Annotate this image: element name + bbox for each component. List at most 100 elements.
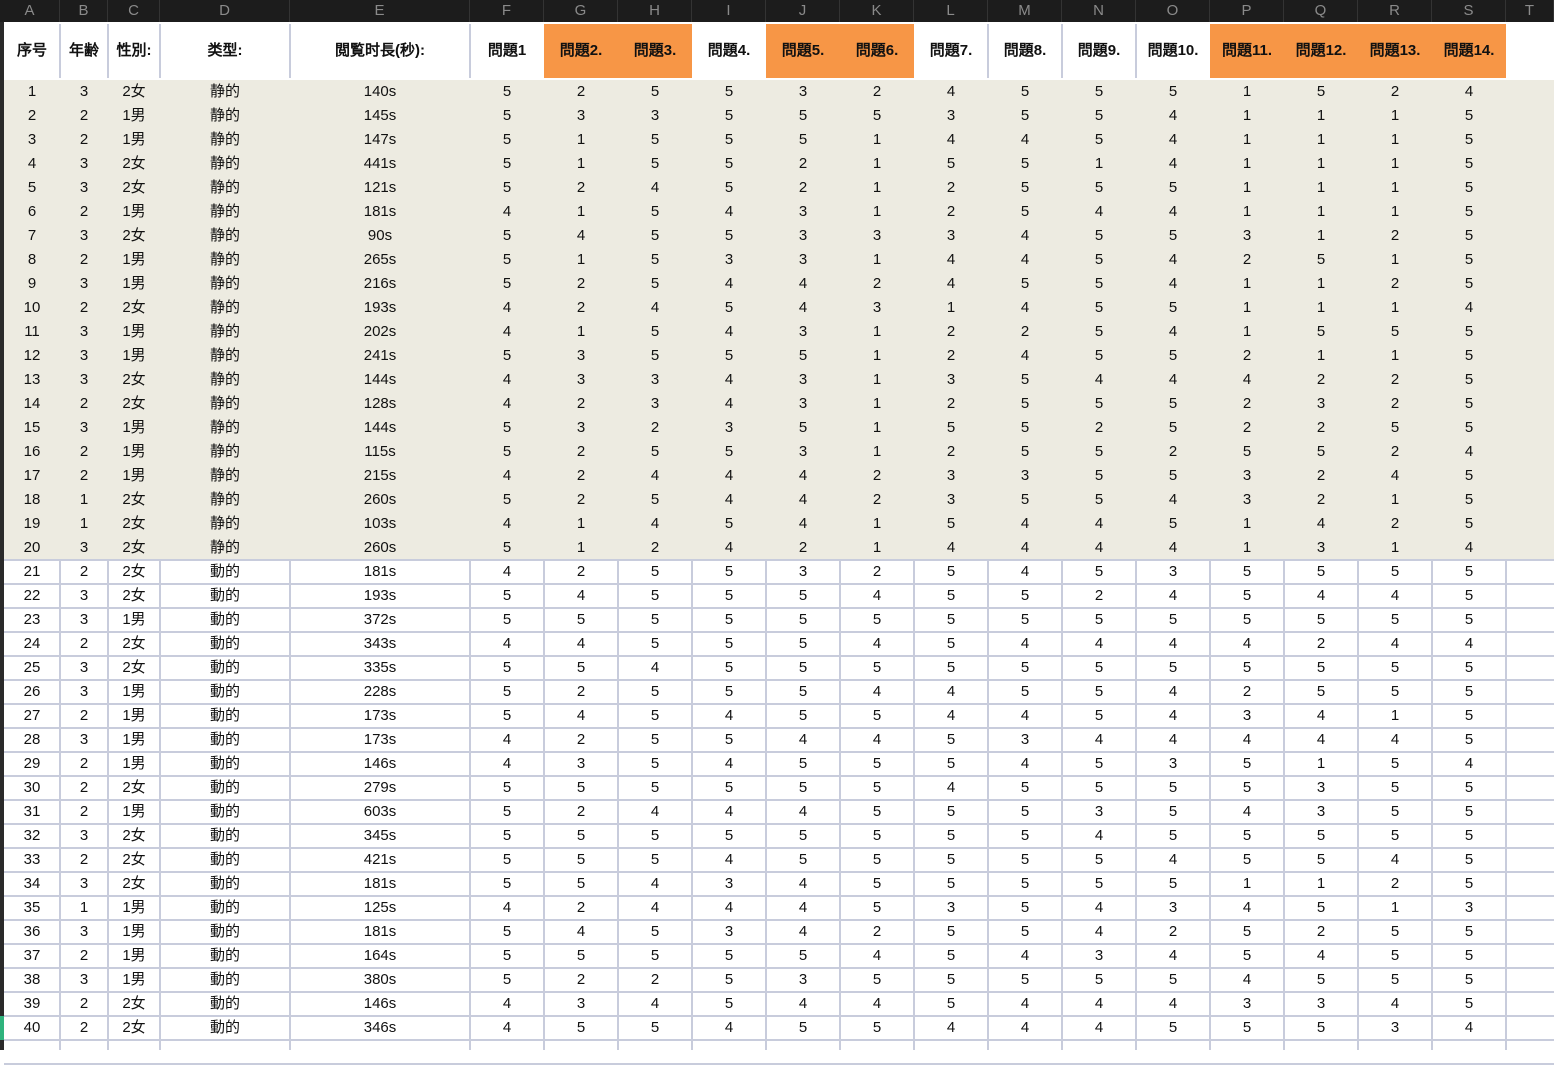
header-cell[interactable]: 性別:	[116, 42, 152, 59]
table-cell[interactable]: 5	[1094, 179, 1104, 196]
table-cell[interactable]: 4	[1390, 587, 1400, 604]
table-cell[interactable]: 5	[650, 635, 660, 652]
table-cell[interactable]: 2	[79, 1019, 89, 1036]
table-cell[interactable]: 4	[1168, 155, 1178, 172]
table-cell[interactable]: 4	[872, 683, 882, 700]
table-cell[interactable]: 144s	[363, 419, 397, 436]
table-cell[interactable]: 5	[1168, 299, 1178, 316]
table-cell[interactable]: 5	[1020, 491, 1030, 508]
table-cell[interactable]: 5	[872, 899, 882, 916]
table-cell[interactable]: 5	[650, 563, 660, 580]
table-cell[interactable]: 1男	[122, 443, 146, 460]
table-cell[interactable]: 90s	[367, 227, 393, 244]
table-cell[interactable]: 173s	[363, 707, 397, 724]
header-cell[interactable]: 問題7.	[929, 42, 973, 59]
table-cell[interactable]: 5	[502, 227, 512, 244]
table-cell[interactable]: 5	[724, 347, 734, 364]
table-cell[interactable]: 5	[1390, 323, 1400, 340]
table-cell[interactable]: 5	[1094, 443, 1104, 460]
table-cell[interactable]: 147s	[363, 131, 397, 148]
table-cell[interactable]: 3	[724, 875, 734, 892]
table-cell[interactable]: 静的	[209, 131, 240, 148]
table-cell[interactable]: 4	[1168, 107, 1178, 124]
table-cell[interactable]: 215s	[363, 467, 397, 484]
table-cell[interactable]: 動的	[209, 635, 240, 652]
table-cell[interactable]: 4	[724, 323, 734, 340]
table-cell[interactable]: 3	[576, 107, 586, 124]
table-cell[interactable]: 4	[1020, 251, 1030, 268]
table-cell[interactable]: 4	[1464, 635, 1474, 652]
table-cell[interactable]: 2	[576, 83, 586, 100]
table-cell[interactable]: 3	[1168, 563, 1178, 580]
header-cell[interactable]: 問題8.	[1003, 42, 1047, 59]
table-cell[interactable]: 5	[1390, 419, 1400, 436]
table-cell[interactable]: 5	[872, 875, 882, 892]
table-cell[interactable]: 5	[502, 131, 512, 148]
table-cell[interactable]: 216s	[363, 275, 397, 292]
table-cell[interactable]: 2女	[122, 179, 146, 196]
table-cell[interactable]: 3	[798, 443, 808, 460]
table-cell[interactable]: 3	[1168, 755, 1178, 772]
table-cell[interactable]: 5	[1316, 827, 1326, 844]
table-cell[interactable]: 5	[1168, 779, 1178, 796]
table-cell[interactable]: 5	[1464, 947, 1474, 964]
table-cell[interactable]: 5	[1464, 995, 1474, 1012]
column-header-c[interactable]: C	[108, 0, 160, 22]
table-cell[interactable]: 4	[1020, 539, 1030, 556]
table-cell[interactable]: 4	[1390, 731, 1400, 748]
table-cell[interactable]: 5	[1094, 107, 1104, 124]
table-cell[interactable]: 3	[79, 731, 89, 748]
table-cell[interactable]: 5	[576, 947, 586, 964]
table-cell[interactable]: 5	[1464, 659, 1474, 676]
table-cell[interactable]: 5	[502, 275, 512, 292]
table-cell[interactable]: 2	[1094, 587, 1104, 604]
table-cell[interactable]: 1	[576, 155, 586, 172]
table-cell[interactable]: 5	[872, 611, 882, 628]
table-cell[interactable]: 4	[502, 899, 512, 916]
table-cell[interactable]: 1男	[122, 251, 146, 268]
table-cell[interactable]: 5	[724, 515, 734, 532]
table-cell[interactable]: 5	[1242, 1019, 1252, 1036]
table-cell[interactable]: 1	[872, 371, 882, 388]
table-cell[interactable]: 5	[798, 107, 808, 124]
table-cell[interactable]: 5	[798, 683, 808, 700]
column-header-j[interactable]: J	[766, 0, 840, 22]
table-cell[interactable]: 4	[1242, 899, 1252, 916]
table-cell[interactable]: 1	[1242, 323, 1252, 340]
table-cell[interactable]: 125s	[363, 899, 397, 916]
table-cell[interactable]: 1	[1390, 251, 1400, 268]
table-cell[interactable]: 4	[1464, 539, 1474, 556]
table-cell[interactable]: 5	[1020, 971, 1030, 988]
table-cell[interactable]: 4	[502, 467, 512, 484]
table-cell[interactable]: 1男	[122, 923, 146, 940]
table-cell[interactable]: 2	[946, 443, 956, 460]
table-cell[interactable]: 2	[650, 971, 660, 988]
table-cell[interactable]: 5	[1020, 779, 1030, 796]
table-cell[interactable]: 4	[798, 923, 808, 940]
table-cell[interactable]: 5	[502, 179, 512, 196]
table-cell[interactable]: 2	[1316, 371, 1326, 388]
table-cell[interactable]: 4	[502, 323, 512, 340]
table-cell[interactable]: 5	[1020, 275, 1030, 292]
table-cell[interactable]: 5	[1464, 971, 1474, 988]
table-cell[interactable]: 4	[502, 515, 512, 532]
table-cell[interactable]: 静的	[209, 227, 240, 244]
table-cell[interactable]: 2	[576, 443, 586, 460]
table-cell[interactable]: 5	[650, 131, 660, 148]
table-cell[interactable]: 5	[650, 491, 660, 508]
table-cell[interactable]: 30	[23, 779, 41, 796]
header-cell[interactable]: 問題2.	[544, 24, 618, 78]
table-cell[interactable]: 5	[1390, 611, 1400, 628]
table-cell[interactable]: 20	[23, 539, 41, 556]
table-cell[interactable]: 4	[1168, 995, 1178, 1012]
table-cell[interactable]: 2	[576, 467, 586, 484]
table-cell[interactable]: 5	[1242, 827, 1252, 844]
table-cell[interactable]: 2	[79, 563, 89, 580]
table-cell[interactable]: 7	[27, 227, 37, 244]
table-cell[interactable]: 5	[1464, 395, 1474, 412]
table-cell[interactable]: 3	[79, 659, 89, 676]
table-cell[interactable]: 2	[872, 83, 882, 100]
table-cell[interactable]: 5	[798, 659, 808, 676]
table-cell[interactable]: 2	[1390, 515, 1400, 532]
table-cell[interactable]: 3	[1242, 227, 1252, 244]
